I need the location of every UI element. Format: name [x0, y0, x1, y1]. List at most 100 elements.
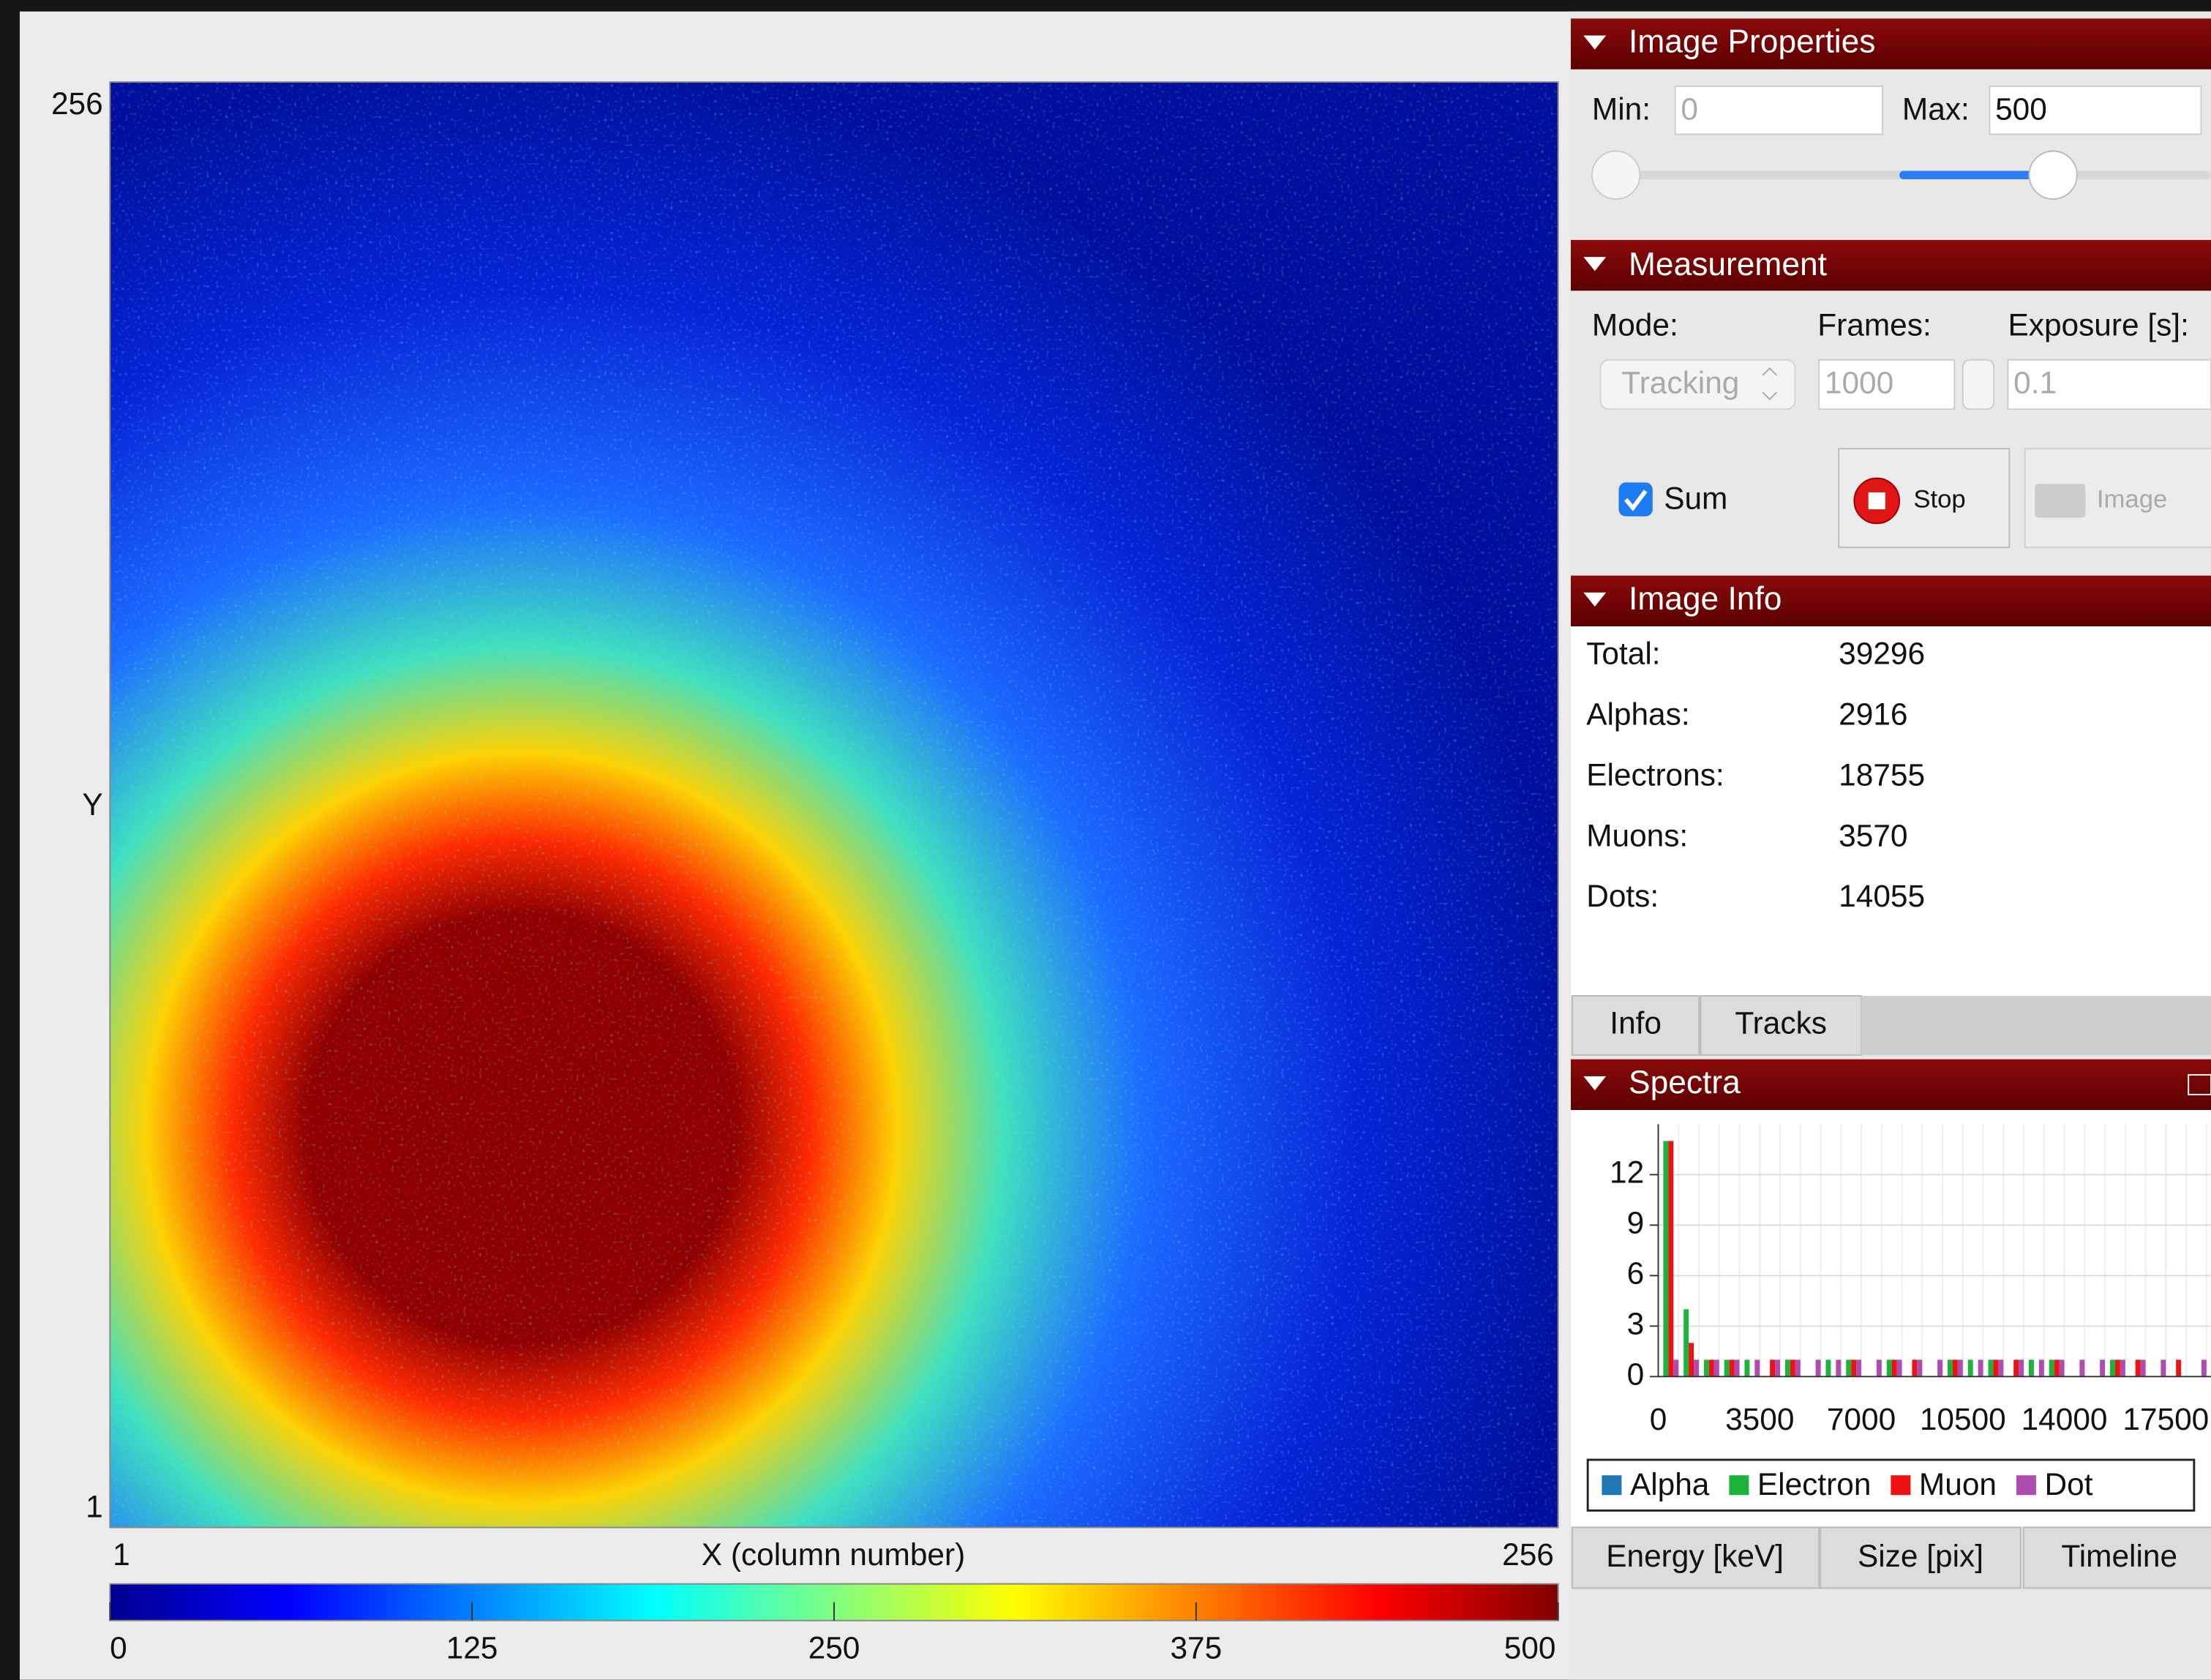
histogram-bar — [2049, 1360, 2054, 1376]
histogram-bar — [1663, 1141, 1668, 1376]
histogram-bar — [1785, 1360, 1790, 1376]
histogram-bar — [2100, 1360, 2105, 1376]
info-label: Alphas: — [1586, 697, 1689, 732]
min-input[interactable] — [1675, 86, 1882, 135]
info-value: 39296 — [1839, 637, 1925, 671]
histogram-bar — [1917, 1360, 1922, 1376]
histogram-bar — [2110, 1360, 2115, 1376]
min-value: 0 — [1681, 92, 1698, 127]
histogram-bar — [1724, 1360, 1730, 1376]
x-tick-label: 14000 — [2022, 1402, 2108, 1436]
colorbar-tick-label: 0 — [110, 1630, 127, 1665]
sum-checkbox[interactable] — [1619, 482, 1653, 516]
slider-knob-max[interactable] — [2029, 151, 2077, 200]
histogram-bar — [2060, 1360, 2065, 1376]
histogram-bar — [1887, 1360, 1892, 1376]
camera-icon — [2035, 484, 2085, 517]
histogram-bar — [2079, 1360, 2084, 1376]
slider-knob-min[interactable] — [1592, 151, 1640, 200]
y-tick-label: 9 — [1627, 1206, 1645, 1240]
min-label: Min: — [1592, 92, 1651, 127]
y-tick-label: 0 — [1627, 1357, 1645, 1392]
image-label: Image — [2097, 486, 2167, 514]
mode-value: Tracking — [1621, 366, 1739, 400]
max-value: 500 — [1995, 92, 2047, 127]
histogram-bar — [1770, 1360, 1775, 1376]
histogram-bar — [1897, 1360, 1902, 1376]
histogram-bar — [1775, 1360, 1780, 1376]
histogram-bar — [2054, 1360, 2060, 1376]
y-top-label: 256 — [51, 86, 103, 121]
histogram-bar — [2136, 1360, 2141, 1376]
section-title: Measurement — [1629, 247, 1827, 282]
histogram-bar — [1825, 1360, 1831, 1376]
legend-label: Muon — [1919, 1467, 1997, 1501]
colorbar-tick-label: 250 — [808, 1630, 860, 1665]
info-label: Muons: — [1586, 818, 1688, 852]
histogram-bar — [2161, 1360, 2166, 1376]
frames-value: 1000 — [1825, 366, 1893, 400]
histogram-bar — [2039, 1360, 2044, 1376]
histogram-bar — [1683, 1309, 1689, 1376]
y-tick-label: 6 — [1627, 1256, 1645, 1291]
legend-label: Dot — [2045, 1467, 2093, 1501]
histogram-bar — [2201, 1360, 2207, 1376]
tab-label: Info — [1610, 1006, 1662, 1040]
legend-swatch — [1891, 1475, 1910, 1495]
histogram-bar — [2176, 1360, 2181, 1376]
info-value: 2916 — [1839, 697, 1907, 732]
legend-label: Alpha — [1630, 1467, 1710, 1501]
tab-label: Timeline — [2061, 1539, 2177, 1573]
y-tick-label: 12 — [1610, 1155, 1644, 1190]
colorbar-tick-label: 500 — [1504, 1630, 1556, 1665]
exposure-value: 0.1 — [2013, 366, 2057, 400]
histogram-bar — [1790, 1360, 1795, 1376]
frames-spinner[interactable] — [1963, 360, 1994, 409]
mode-label: Mode: — [1592, 308, 1678, 342]
x-right-label: 256 — [1502, 1537, 1554, 1572]
info-label: Total: — [1586, 637, 1660, 671]
heatmap-noise — [110, 82, 1558, 1527]
histogram-bar — [2120, 1360, 2125, 1376]
info-value: 14055 — [1839, 879, 1925, 913]
histogram-bar — [1730, 1360, 1735, 1376]
histogram-bar — [1709, 1360, 1714, 1376]
x-axis-label: X (column number) — [702, 1537, 965, 1572]
tab-label: Size [pix] — [1858, 1539, 1983, 1573]
x-left-label: 1 — [113, 1537, 130, 1572]
histogram-bar — [1877, 1360, 1882, 1376]
y-bottom-label: 1 — [86, 1490, 103, 1524]
section-title: Image Info — [1629, 581, 1782, 617]
histogram-bar — [1816, 1360, 1821, 1376]
histogram-bar — [1993, 1360, 1998, 1376]
x-tick-label: 7000 — [1827, 1402, 1896, 1436]
x-tick-label: 10500 — [1920, 1402, 2006, 1436]
y-axis-label: Y — [82, 787, 102, 822]
histogram-bar — [1998, 1360, 2003, 1376]
histogram-bar — [1668, 1141, 1673, 1376]
legend-swatch — [1729, 1475, 1749, 1495]
histogram-bar — [1754, 1360, 1760, 1376]
info-value: 3570 — [1839, 818, 1907, 852]
histogram-bar — [1846, 1360, 1851, 1376]
info-label: Dots: — [1586, 879, 1659, 913]
tab-bar — [1861, 996, 2211, 1055]
app-window: 256 Y 1 1 X (column number) 256 01252503… — [0, 0, 2211, 1680]
frames-label: Frames: — [1817, 308, 1931, 342]
tab-label: Energy [keV] — [1606, 1539, 1784, 1573]
histogram-bar — [1958, 1360, 1963, 1376]
stop-icon-square — [1869, 492, 1885, 509]
histogram-bar — [1912, 1360, 1917, 1376]
histogram-bar — [1988, 1360, 1993, 1376]
info-label: Electrons: — [1586, 757, 1724, 792]
histogram-bar — [1968, 1360, 1973, 1376]
histogram-bar — [1856, 1360, 1861, 1376]
legend-swatch — [1602, 1475, 1621, 1495]
x-tick-label: 17500 — [2122, 1402, 2209, 1436]
x-tick-label: 0 — [1650, 1402, 1667, 1436]
histogram-bar — [1836, 1360, 1841, 1376]
bottom-tabs: Energy [keV] Size [pix] Timeline — [1572, 1528, 2211, 1589]
legend-label: Electron — [1757, 1467, 1872, 1501]
page: {"heatmap":{"y_top":"256","y_label":"Y",… — [0, 0, 2211, 1680]
histogram-bar — [1689, 1343, 1694, 1376]
